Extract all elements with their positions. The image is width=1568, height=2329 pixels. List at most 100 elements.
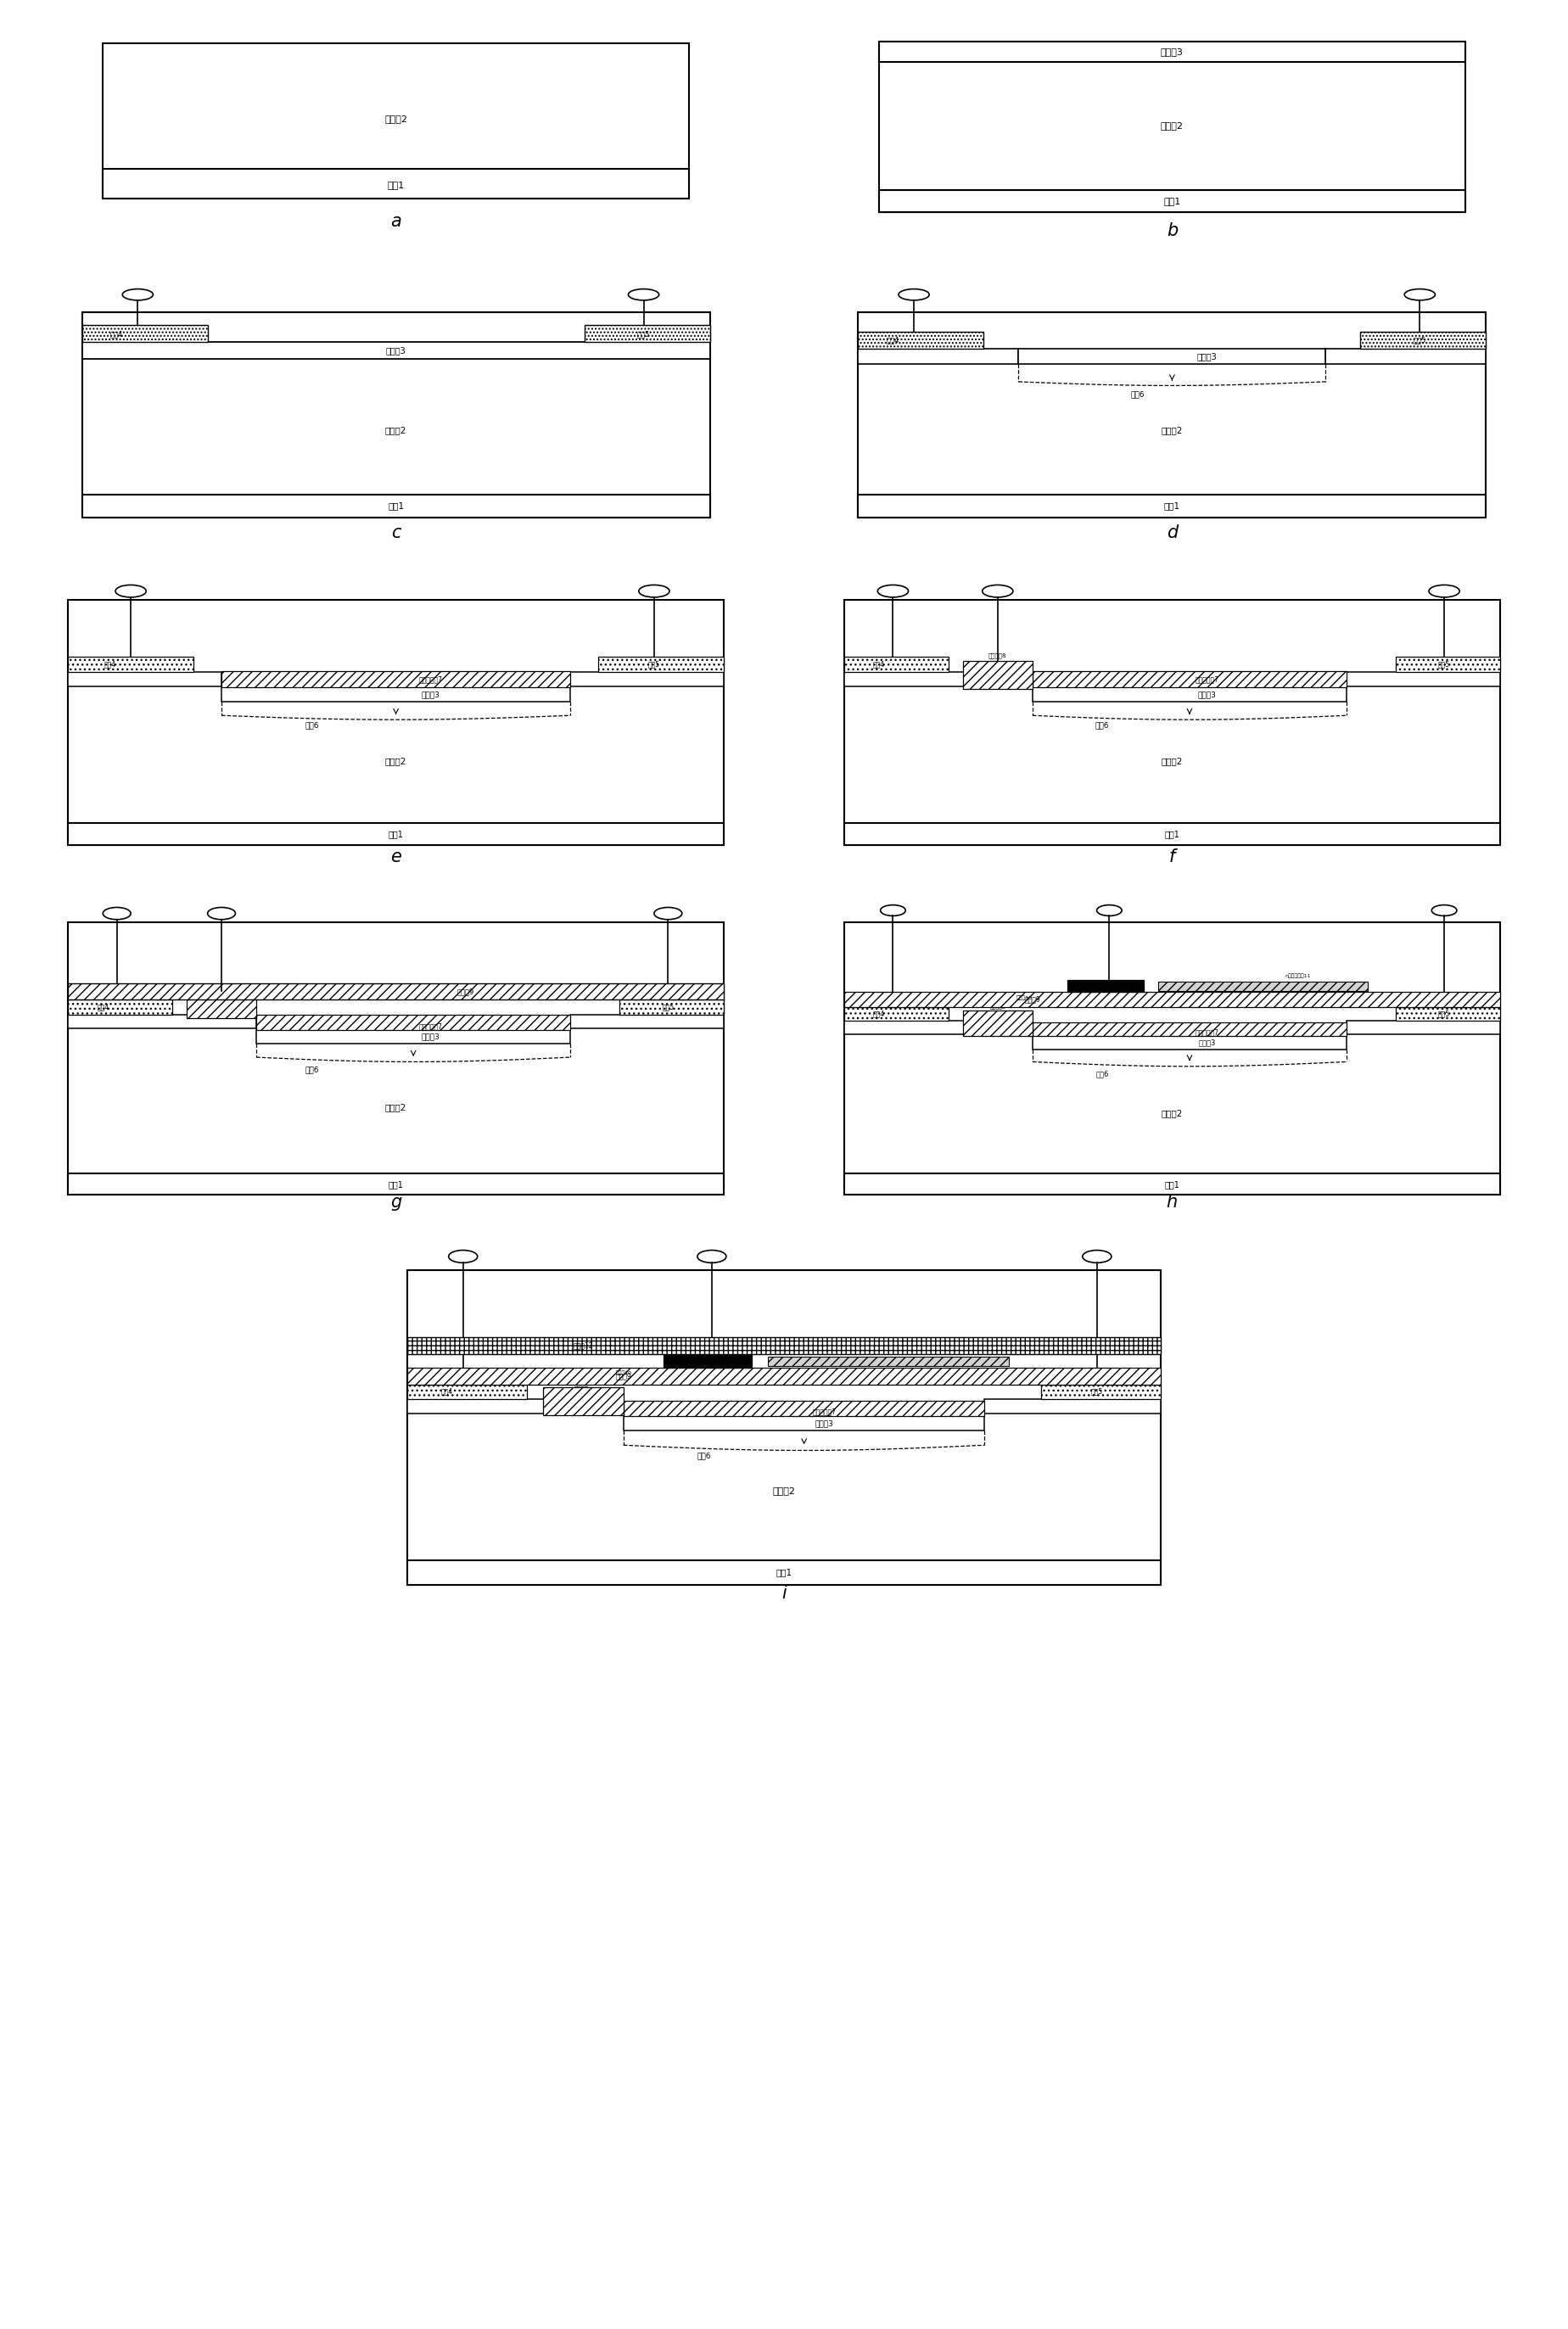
Bar: [844, 673, 1032, 687]
Text: 源极4: 源极4: [110, 331, 124, 338]
Bar: [256, 1029, 571, 1043]
Text: 势垒层3: 势垒层3: [1196, 352, 1217, 361]
Bar: [406, 1337, 1162, 1355]
Bar: [1396, 657, 1501, 673]
Bar: [585, 326, 710, 342]
Bar: [1032, 687, 1347, 701]
Text: 衬底1: 衬底1: [776, 1567, 792, 1577]
Text: e: e: [390, 848, 401, 864]
Bar: [963, 661, 1032, 689]
Text: 源极4: 源极4: [103, 661, 116, 668]
Bar: [571, 1015, 724, 1029]
Bar: [880, 42, 1465, 212]
Text: 钝化层9: 钝化层9: [458, 987, 474, 994]
Text: h: h: [1167, 1195, 1178, 1211]
Text: 钝化层9: 钝化层9: [1024, 997, 1041, 1004]
Text: 漏极5: 漏极5: [1413, 335, 1427, 345]
Text: b: b: [1167, 221, 1178, 240]
Text: 衬底1: 衬底1: [387, 501, 405, 510]
Bar: [858, 312, 1486, 517]
Bar: [844, 1006, 949, 1020]
Text: 漏极5: 漏极5: [1438, 661, 1450, 668]
Text: 过渡层2: 过渡层2: [1162, 426, 1182, 436]
Text: d: d: [1167, 524, 1178, 540]
Text: 凹槽6: 凹槽6: [306, 722, 320, 729]
Text: 衬底1: 衬底1: [389, 1181, 403, 1188]
Text: 漏极5: 漏极5: [662, 1004, 674, 1011]
Bar: [1396, 1006, 1501, 1020]
Text: 衬底1: 衬底1: [389, 829, 403, 838]
Text: 漏极5: 漏极5: [1091, 1388, 1102, 1395]
Text: 衬底1: 衬底1: [1163, 501, 1181, 510]
Bar: [67, 1015, 256, 1029]
Bar: [858, 331, 983, 349]
Text: 绝缘槽栅8: 绝缘槽栅8: [212, 985, 230, 990]
Text: f: f: [1170, 848, 1174, 864]
Bar: [82, 312, 710, 517]
Text: 凹槽6: 凹槽6: [1096, 722, 1109, 729]
Text: 过渡层2: 过渡层2: [1162, 1109, 1182, 1118]
Bar: [768, 1355, 1008, 1367]
Bar: [1032, 1036, 1347, 1050]
Text: c: c: [390, 524, 401, 540]
Bar: [963, 1011, 1032, 1036]
Bar: [880, 189, 1465, 212]
Text: 势垒层3: 势垒层3: [1198, 1039, 1215, 1046]
Bar: [256, 1015, 571, 1029]
Text: n个浮空场板11: n个浮空场板11: [1284, 974, 1311, 978]
Text: 势垒层3: 势垒层3: [1198, 692, 1217, 699]
Bar: [858, 349, 1019, 363]
Text: 源极4: 源极4: [441, 1388, 453, 1395]
Text: 漏极5: 漏极5: [648, 661, 660, 668]
Bar: [406, 1367, 1162, 1383]
Bar: [103, 170, 688, 198]
Text: 衬底1: 衬底1: [1165, 829, 1179, 838]
Text: 绝缘槽栅8: 绝缘槽栅8: [988, 652, 1007, 659]
Bar: [1361, 331, 1486, 349]
Bar: [858, 494, 1486, 517]
Bar: [1019, 349, 1325, 363]
Bar: [221, 671, 571, 687]
Text: 衬底1: 衬底1: [1163, 198, 1181, 205]
Text: 凹槽6: 凹槽6: [696, 1451, 710, 1460]
Text: 势垒层3: 势垒层3: [815, 1418, 834, 1428]
Bar: [221, 687, 571, 701]
Text: 势垒层3: 势垒层3: [1160, 47, 1184, 56]
Bar: [844, 657, 949, 673]
Text: 过渡层2: 过渡层2: [1160, 121, 1184, 130]
Text: 绝缘介质层7: 绝缘介质层7: [1195, 675, 1218, 682]
Bar: [67, 822, 724, 845]
Bar: [187, 990, 256, 1018]
Text: 漏极5: 漏极5: [637, 331, 651, 338]
Bar: [1041, 1383, 1162, 1400]
Bar: [82, 326, 207, 342]
Bar: [844, 599, 1501, 845]
Bar: [406, 1560, 1162, 1586]
Text: 凹槽6: 凹槽6: [306, 1067, 320, 1074]
Bar: [880, 42, 1465, 63]
Text: 势垒层3: 势垒层3: [422, 692, 441, 699]
Text: 源极4: 源极4: [97, 1004, 108, 1011]
Bar: [599, 657, 724, 673]
Bar: [406, 1383, 527, 1400]
Bar: [67, 1174, 724, 1195]
Text: 过渡层2: 过渡层2: [773, 1486, 795, 1495]
Text: 绝缘介质层7: 绝缘介质层7: [1195, 1029, 1218, 1036]
Bar: [844, 1020, 1032, 1034]
Text: a: a: [390, 214, 401, 231]
Bar: [624, 1400, 985, 1416]
Bar: [844, 992, 1501, 1006]
Bar: [844, 822, 1501, 845]
Bar: [1159, 981, 1367, 990]
Bar: [619, 999, 724, 1015]
Bar: [82, 342, 710, 359]
Bar: [1068, 981, 1145, 992]
Text: 栅场板10: 栅场板10: [615, 1369, 632, 1374]
Bar: [985, 1400, 1162, 1414]
Text: 源极4: 源极4: [886, 335, 900, 345]
Bar: [543, 1386, 624, 1416]
Text: 源极4: 源极4: [873, 661, 884, 668]
Text: 绝缘介质层7: 绝缘介质层7: [419, 675, 442, 682]
Text: n个浮空场板11: n个浮空场板11: [900, 1348, 925, 1353]
Bar: [67, 999, 172, 1015]
